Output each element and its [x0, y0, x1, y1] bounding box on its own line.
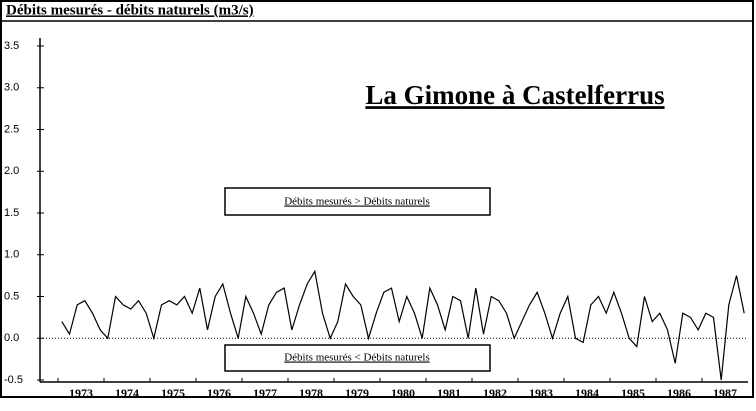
x-tick-label: 1974	[115, 386, 139, 400]
x-tick-label: 1979	[345, 386, 369, 400]
x-tick-label: 1985	[621, 386, 645, 400]
y-tick-label: 0.0	[4, 332, 19, 344]
data-line	[61, 269, 745, 381]
x-tick-label: 1983	[529, 386, 553, 400]
x-tick-label: 1980	[391, 386, 415, 400]
x-tick-label: 1976	[207, 386, 231, 400]
x-tick-label: 1984	[575, 386, 599, 400]
station-title: La Gimone à Castelferrus	[365, 80, 664, 110]
annotation-box	[224, 187, 491, 216]
x-tick-label: 1987	[713, 386, 737, 400]
x-tick-label: 1981	[437, 386, 461, 400]
x-tick-label: 1986	[667, 386, 691, 400]
x-tick-label: 1977	[253, 386, 277, 400]
frame	[0, 0, 754, 398]
y-tick-label: -0.5	[4, 374, 23, 386]
y-tick-label: 3.0	[4, 82, 19, 94]
y-tick-label: 2.5	[4, 123, 19, 135]
annotation-box	[224, 344, 491, 372]
x-tick-label: 1978	[299, 386, 323, 400]
y-tick-label: 1.0	[4, 249, 19, 261]
annotation: Débits mesurés > Débits naturels	[284, 196, 430, 208]
chart-title: Débits mesurés - débits naturels (m3/s)	[6, 2, 254, 18]
x-tick-label: 1973	[69, 386, 93, 400]
x-tick-label: 1982	[483, 386, 507, 400]
annotation: Débits mesurés < Débits naturels	[284, 352, 430, 364]
y-tick-label: 3.5	[4, 40, 19, 52]
y-tick-label: 2.0	[4, 165, 19, 177]
y-tick-label: 1.5	[4, 207, 19, 219]
x-tick-label: 1975	[161, 386, 185, 400]
y-tick-label: 0.5	[4, 290, 19, 302]
